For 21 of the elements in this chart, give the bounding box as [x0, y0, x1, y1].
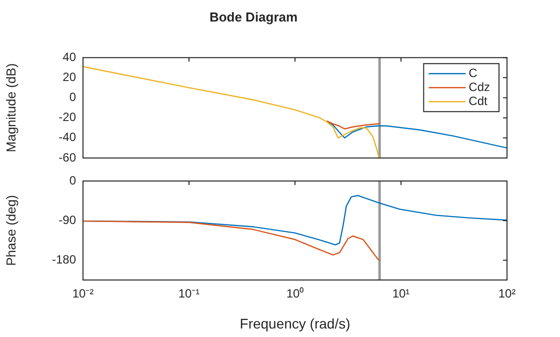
- legend-label: Cdt: [468, 94, 488, 108]
- y-tick-label: -90: [58, 212, 76, 227]
- x-tick-label: 10⁻¹: [178, 286, 200, 301]
- y-axis-title: Magnitude (dB): [3, 63, 18, 152]
- y-tick-label: 40: [62, 50, 76, 64]
- x-axis-title: Frequency (rad/s): [240, 315, 350, 332]
- y-tick-label: -40: [58, 130, 76, 144]
- y-axis-title: Phase (deg): [3, 195, 18, 266]
- y-tick-label: 0: [69, 90, 76, 104]
- y-tick-label: -20: [58, 110, 76, 124]
- y-tick-label: -180: [52, 252, 76, 267]
- x-tick-label: 10²: [498, 286, 516, 301]
- chart-title: Bode Diagram: [209, 9, 298, 24]
- legend-label: Cdz: [468, 80, 490, 94]
- y-tick-label: -60: [58, 150, 76, 164]
- x-tick-label: 10¹: [392, 286, 410, 301]
- legend-label: C: [468, 66, 478, 80]
- y-tick-label: 20: [62, 70, 76, 84]
- x-tick-label: 10⁰: [286, 286, 304, 301]
- y-tick-label: 0: [69, 173, 76, 188]
- x-tick-label: 10⁻²: [72, 286, 94, 301]
